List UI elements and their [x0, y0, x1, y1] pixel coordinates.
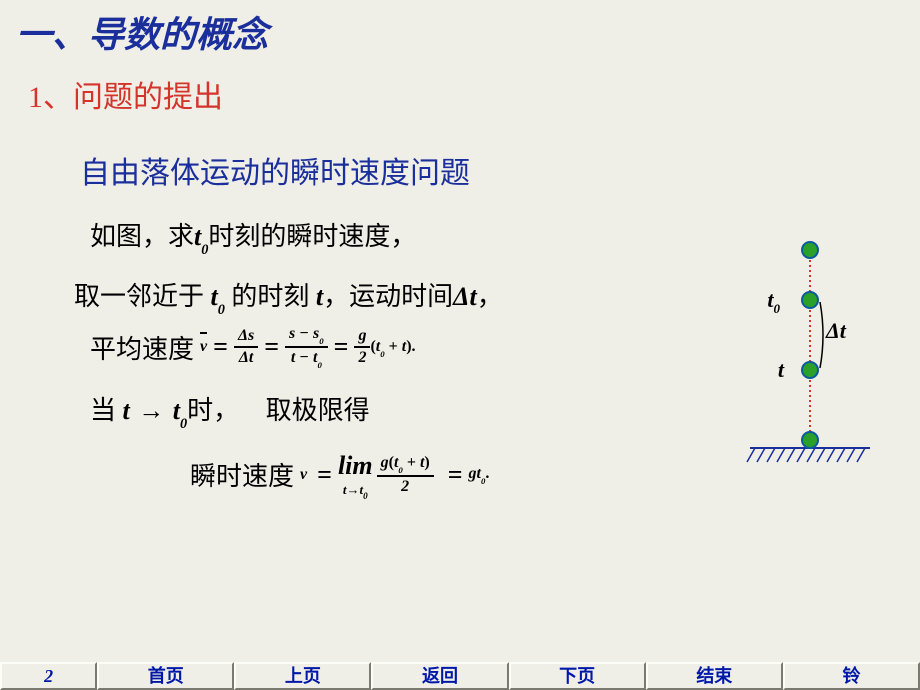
text: 当: [90, 396, 116, 425]
svg-text:t0: t0: [767, 287, 780, 316]
nav-page-number: 2: [0, 662, 97, 690]
paren-term: (t0 + t).: [370, 338, 415, 357]
equals: =: [258, 332, 285, 362]
svg-text:t: t: [778, 357, 785, 382]
var-t0: t0: [211, 282, 225, 311]
avg-label: 平均速度: [90, 329, 194, 366]
frac-ds-dt: ΔsΔt: [234, 328, 258, 366]
text: ，: [477, 282, 503, 311]
limit-op: lim t→t0: [338, 451, 373, 500]
text: 时，: [187, 396, 239, 425]
text: ，运动时间: [323, 282, 453, 311]
section-heading: 自由落体运动的瞬时速度问题: [0, 116, 920, 192]
text: 时刻的瞬时速度，: [208, 222, 416, 251]
inst-label: 瞬时速度: [190, 456, 294, 493]
nav-home[interactable]: 首页: [97, 662, 234, 690]
var-t0: t0: [194, 222, 208, 251]
var-dt: Δt: [453, 282, 477, 311]
arrow: →: [136, 396, 166, 425]
frac-s-t: s − s0 t − t0: [285, 326, 328, 368]
equals: =: [311, 460, 338, 490]
nav-end[interactable]: 结束: [646, 662, 783, 690]
v-bar: v: [194, 338, 207, 356]
text: 的时刻: [231, 282, 309, 311]
nav-prev[interactable]: 上页: [234, 662, 371, 690]
nav-next[interactable]: 下页: [509, 662, 646, 690]
nav-bar: 2 首页 上页 返回 下页 结束 铃: [0, 662, 920, 690]
free-fall-diagram: t0 t Δt: [710, 230, 870, 470]
frac-limit: g(t0 + t) 2: [377, 455, 434, 495]
result: gt0.: [469, 465, 490, 484]
subtitle: 1、问题的提出: [0, 58, 920, 116]
main-title: 一、导数的概念: [0, 0, 920, 58]
text: 取一邻近于: [74, 282, 204, 311]
var-v: v: [294, 466, 311, 484]
svg-text:Δt: Δt: [825, 318, 847, 343]
equals: =: [328, 332, 355, 362]
nav-back[interactable]: 返回: [371, 662, 508, 690]
frac-g-2: g2: [354, 328, 370, 366]
equals: =: [207, 332, 234, 362]
nav-bell[interactable]: 铃: [783, 662, 920, 690]
equals: =: [434, 460, 469, 490]
text: 取极限得: [246, 396, 370, 425]
text: 如图，求: [90, 222, 194, 251]
var-t: t: [123, 396, 130, 425]
var-t0: t0: [173, 396, 187, 425]
